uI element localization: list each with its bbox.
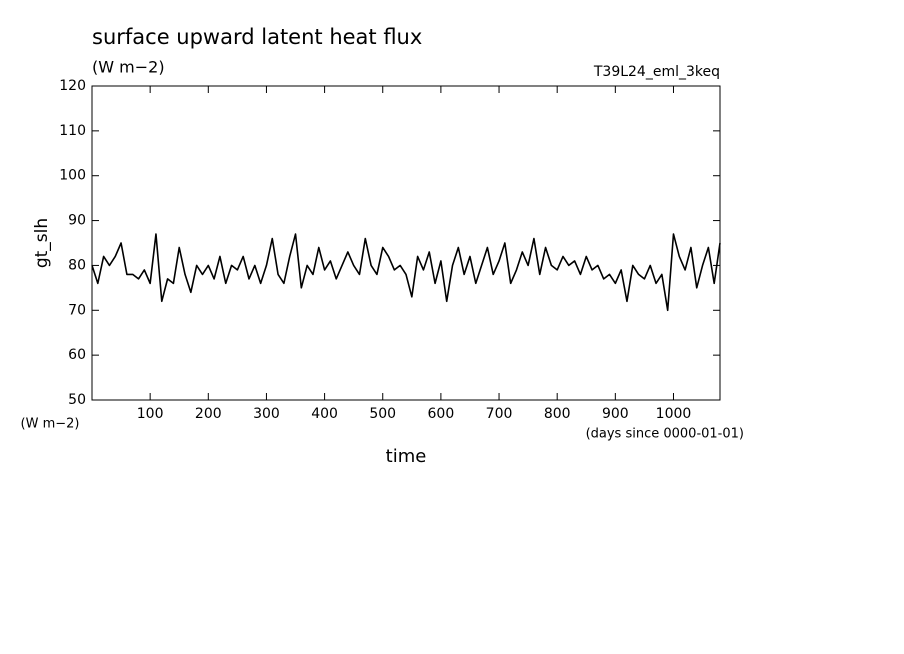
y-tick-label: 120	[59, 78, 86, 94]
data-line	[91, 233, 721, 312]
x-axis-label: time	[386, 446, 427, 467]
plot-frame	[91, 85, 721, 401]
chart-title: surface upward latent heat flux	[92, 25, 422, 49]
x-units: (days since 0000-01-01)	[586, 427, 744, 442]
y-tick-label: 110	[59, 123, 86, 139]
x-tick-label: 1000	[656, 406, 692, 422]
x-tick-label: 300	[253, 406, 280, 422]
y-tick-label: 70	[68, 302, 86, 318]
x-tick-label: 100	[137, 406, 164, 422]
x-tick-label: 600	[428, 406, 455, 422]
x-tick-label: 400	[311, 406, 338, 422]
x-tick-label: 900	[602, 406, 629, 422]
x-tick-label: 500	[369, 406, 396, 422]
experiment-label: T39L24_eml_3keq	[593, 64, 720, 80]
y-tick-label: 90	[68, 213, 86, 229]
y-tick-label: 100	[59, 168, 86, 184]
y-units: (W m−2)	[21, 417, 80, 432]
y-axis-label: gt_slh	[32, 218, 52, 268]
x-tick-label: 800	[544, 406, 571, 422]
y-tick-label: 50	[68, 392, 86, 408]
units: (W m−2)	[92, 58, 165, 77]
x-tick-label: 200	[195, 406, 222, 422]
y-tick-label: 80	[68, 257, 86, 273]
x-tick-label: 700	[486, 406, 513, 422]
y-tick-label: 60	[68, 347, 86, 363]
